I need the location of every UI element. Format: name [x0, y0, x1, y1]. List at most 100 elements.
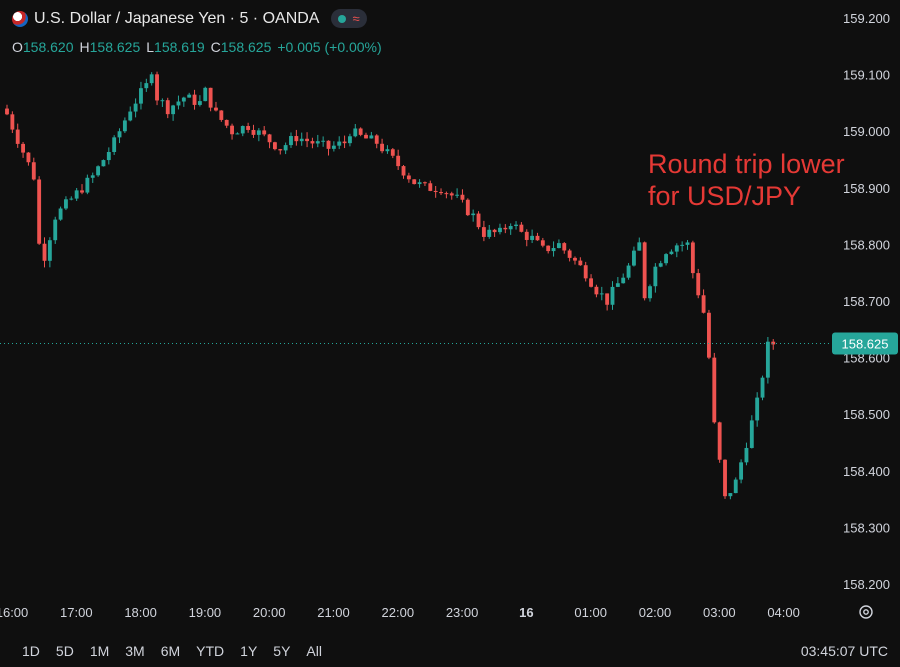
candle — [610, 281, 615, 310]
candle — [353, 124, 358, 138]
candle — [530, 229, 535, 244]
annotation-line-1: Round trip lower — [648, 149, 845, 179]
range-button-5y[interactable]: 5Y — [273, 643, 291, 659]
range-button-1y[interactable]: 1Y — [240, 643, 258, 659]
x-tick-label: 16:00 — [0, 605, 28, 620]
ohlc-key: L — [146, 39, 155, 55]
candle — [412, 179, 417, 185]
candle-body — [214, 107, 218, 111]
candle-body — [262, 130, 267, 135]
candle — [562, 242, 567, 254]
candle-body — [31, 162, 36, 180]
candle — [364, 132, 368, 139]
candle-body — [251, 129, 256, 135]
range-button-all[interactable]: All — [306, 643, 322, 659]
candle — [42, 237, 47, 268]
candle-body — [380, 143, 385, 152]
candle-body — [717, 422, 722, 460]
candle-body — [69, 198, 74, 200]
candle-body — [385, 149, 390, 152]
candle — [305, 132, 309, 148]
range-button-6m[interactable]: 6M — [160, 643, 181, 659]
candle-body — [471, 213, 476, 216]
candle-body — [203, 87, 208, 102]
candle — [578, 257, 583, 266]
y-tick-label: 159.000 — [843, 124, 890, 139]
candle — [626, 263, 631, 280]
candle-body — [712, 357, 717, 423]
candle — [90, 172, 95, 183]
candle — [106, 147, 111, 165]
candle — [728, 493, 733, 500]
range-button-1m[interactable]: 1M — [89, 643, 110, 659]
candle-body — [358, 128, 363, 135]
candle-body — [412, 179, 417, 185]
candle — [765, 336, 770, 384]
candle — [573, 256, 577, 265]
candle-body — [299, 138, 304, 142]
candle — [101, 159, 106, 167]
candle-body — [540, 240, 545, 246]
range-button-3m[interactable]: 3M — [125, 643, 145, 659]
candle-body — [406, 175, 411, 180]
last-price-label-bg — [832, 332, 898, 355]
candle-body — [530, 235, 535, 240]
symbol-title[interactable]: U.S. Dollar / Japanese Yen · 5 · OANDA — [34, 9, 320, 27]
candle — [503, 224, 508, 234]
ohlc-readout: O158.620 H158.625 L158.619 C158.625 +0.005 (… — [12, 39, 388, 55]
candle-body — [680, 244, 685, 246]
candle-body — [240, 126, 245, 134]
x-tick-label: 18:00 — [124, 605, 157, 620]
candle — [58, 206, 63, 221]
candle-body — [5, 108, 9, 115]
range-button-ytd[interactable]: YTD — [196, 643, 225, 659]
candle — [594, 284, 599, 298]
ohlc-value: +0.005 (+0.00%) — [277, 39, 382, 55]
time-axis: 16:00 17:00 18:00 19:00 20:00 21:00 22:00 23:00… — [0, 605, 800, 620]
candle — [567, 248, 572, 262]
candle — [380, 138, 385, 154]
symbol-header[interactable]: U.S. Dollar / Japanese Yen · 5 · OANDA ≈ — [12, 9, 367, 28]
candle-body — [117, 131, 122, 138]
candle-body — [492, 229, 497, 233]
candle — [369, 131, 374, 139]
candle — [283, 142, 288, 155]
candle-body — [155, 74, 159, 101]
candle-body — [674, 245, 679, 252]
candle — [321, 136, 326, 147]
candle-body — [305, 138, 309, 142]
candle — [139, 81, 143, 110]
candle — [53, 216, 58, 244]
candle — [460, 189, 465, 203]
candle — [69, 196, 74, 201]
candle-body — [315, 141, 320, 144]
market-status[interactable]: ≈ — [331, 9, 367, 28]
range-button-5d[interactable]: 5D — [55, 643, 74, 659]
candle-body — [144, 83, 149, 89]
candle — [74, 187, 79, 201]
range-button-1d[interactable]: 1D — [22, 643, 40, 659]
candle — [749, 415, 754, 449]
candle — [208, 87, 213, 112]
candle-body — [648, 286, 652, 299]
last-price-marker: 158.625 — [0, 332, 898, 355]
candle — [476, 211, 481, 230]
market-open-dot-icon — [338, 14, 347, 23]
candle — [546, 245, 551, 254]
candle — [498, 223, 502, 235]
candle-body — [15, 129, 20, 144]
candle-body — [701, 295, 706, 313]
candle-body — [53, 219, 58, 241]
settings-gear-icon[interactable] — [858, 604, 874, 620]
candle-body — [519, 224, 524, 232]
candle — [80, 184, 84, 195]
candle-body — [444, 193, 449, 195]
candle — [701, 289, 706, 314]
candle-body — [658, 263, 663, 267]
candle-body — [176, 101, 181, 106]
ohlc-key: H — [79, 39, 90, 55]
candle-body — [171, 105, 176, 115]
candle — [707, 309, 711, 360]
x-tick-label: 16 — [519, 605, 533, 620]
